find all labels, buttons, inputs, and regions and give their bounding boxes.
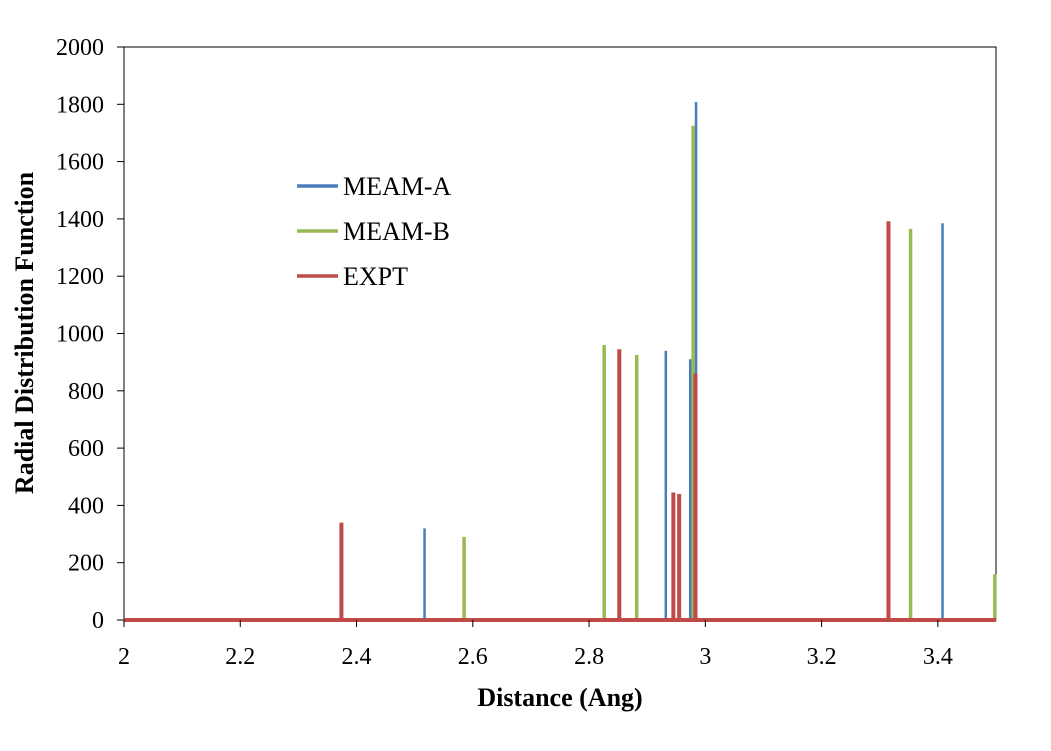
- y-tick-label: 1800: [56, 92, 104, 118]
- y-tick-label: 200: [68, 551, 104, 577]
- x-tick-label: 3: [699, 644, 711, 670]
- series-peaks: [124, 102, 997, 622]
- x-tick-label: 2: [118, 644, 130, 670]
- x-axis-title: Distance (Ang): [477, 683, 642, 712]
- x-tick-label: 2.6: [458, 644, 488, 670]
- x-tick-label: 3.4: [923, 644, 953, 670]
- y-tick-label: 0: [92, 608, 104, 634]
- y-tick-label: 400: [68, 493, 104, 519]
- legend-label: MEAM-B: [343, 217, 450, 246]
- x-tick-label: 2.4: [342, 644, 372, 670]
- legend: MEAM-A MEAM-B EXPT: [297, 172, 452, 291]
- y-tick-label: 1000: [56, 322, 104, 348]
- y-tick-label: 1600: [56, 150, 104, 176]
- x-tick-label: 3.2: [807, 644, 837, 670]
- axes: 2 2.2 2.4 2.6 2.8 3 3.2 3.4 0 200 400 600 800 1000 120…: [56, 35, 953, 670]
- y-axis-title: Radial Distribution Function: [10, 171, 39, 494]
- y-tick-label: 1400: [56, 207, 104, 233]
- x-tick-label: 2.8: [574, 644, 604, 670]
- y-tick-label: 600: [68, 436, 104, 462]
- y-tick-label: 1200: [56, 264, 104, 290]
- x-tick-label: 2.2: [225, 644, 255, 670]
- y-tick-label: 2000: [56, 35, 104, 61]
- legend-label: EXPT: [343, 262, 408, 291]
- y-tick-label: 800: [68, 379, 104, 405]
- plot-area-frame: [123, 46, 997, 621]
- legend-label: MEAM-A: [343, 172, 452, 201]
